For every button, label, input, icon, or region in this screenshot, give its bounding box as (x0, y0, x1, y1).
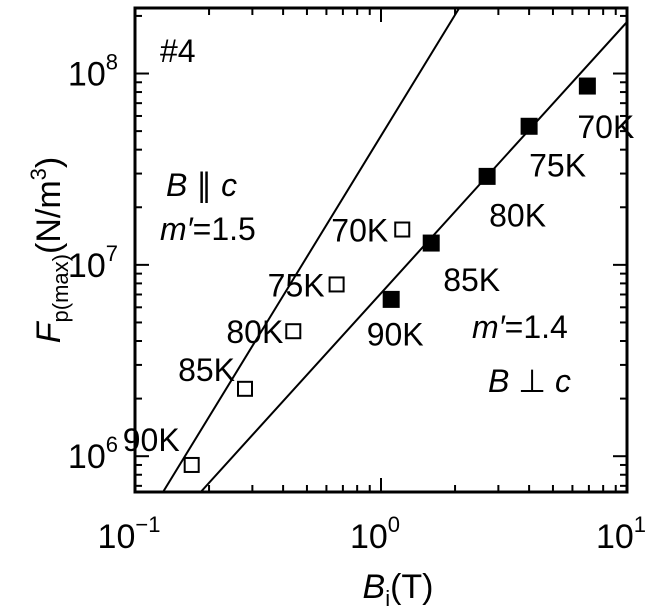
filled-square-point (422, 234, 440, 252)
y-tick-label: 106 (68, 432, 118, 476)
x-axis-title: Bi(T) (363, 568, 434, 610)
open-square-point (237, 380, 254, 397)
fit-lines (162, 8, 627, 492)
point-label: 75K (529, 147, 586, 183)
sample-label: #4 (160, 33, 196, 69)
fit-line-perpendicular (199, 21, 627, 492)
filled-square-point (520, 117, 538, 135)
point-label: 90K (367, 316, 424, 352)
fit-line-parallel (162, 8, 461, 492)
filled-square-point (478, 167, 496, 185)
filled-square-point (578, 77, 596, 95)
orientation-label-parallel: B ∥ c (166, 167, 237, 203)
slope-label-perpendicular: m′=1.4 (472, 309, 568, 345)
point-label: 85K (178, 352, 235, 388)
point-label: 85K (443, 262, 500, 298)
filled-square-point (382, 290, 400, 308)
point-label: 80K (489, 197, 546, 233)
point-label: 70K (577, 109, 634, 145)
open-square-point (394, 221, 411, 238)
orientation-label-perpendicular: B ⊥ c (488, 363, 571, 399)
open-square-point (285, 323, 302, 340)
plot-frame (133, 6, 629, 494)
axis-ticks: 10−1 100 101 106 107 108 (68, 8, 646, 556)
open-square-point (328, 276, 345, 293)
point-label: 75K (268, 267, 325, 303)
slope-label-parallel: m′=1.5 (160, 211, 256, 247)
open-square-point (183, 456, 200, 473)
x-tick-label: 10−1 (98, 512, 161, 556)
x-tick-label: 101 (596, 512, 646, 556)
data-points (183, 77, 596, 473)
point-label: 80K (226, 314, 283, 350)
point-label: 90K (123, 422, 180, 458)
x-tick-label: 100 (350, 512, 400, 556)
y-axis-title: Fp(max)(N/m3) (26, 157, 73, 343)
point-label: 70K (331, 213, 388, 249)
y-tick-label: 107 (68, 241, 118, 285)
y-tick-label: 108 (68, 50, 118, 94)
